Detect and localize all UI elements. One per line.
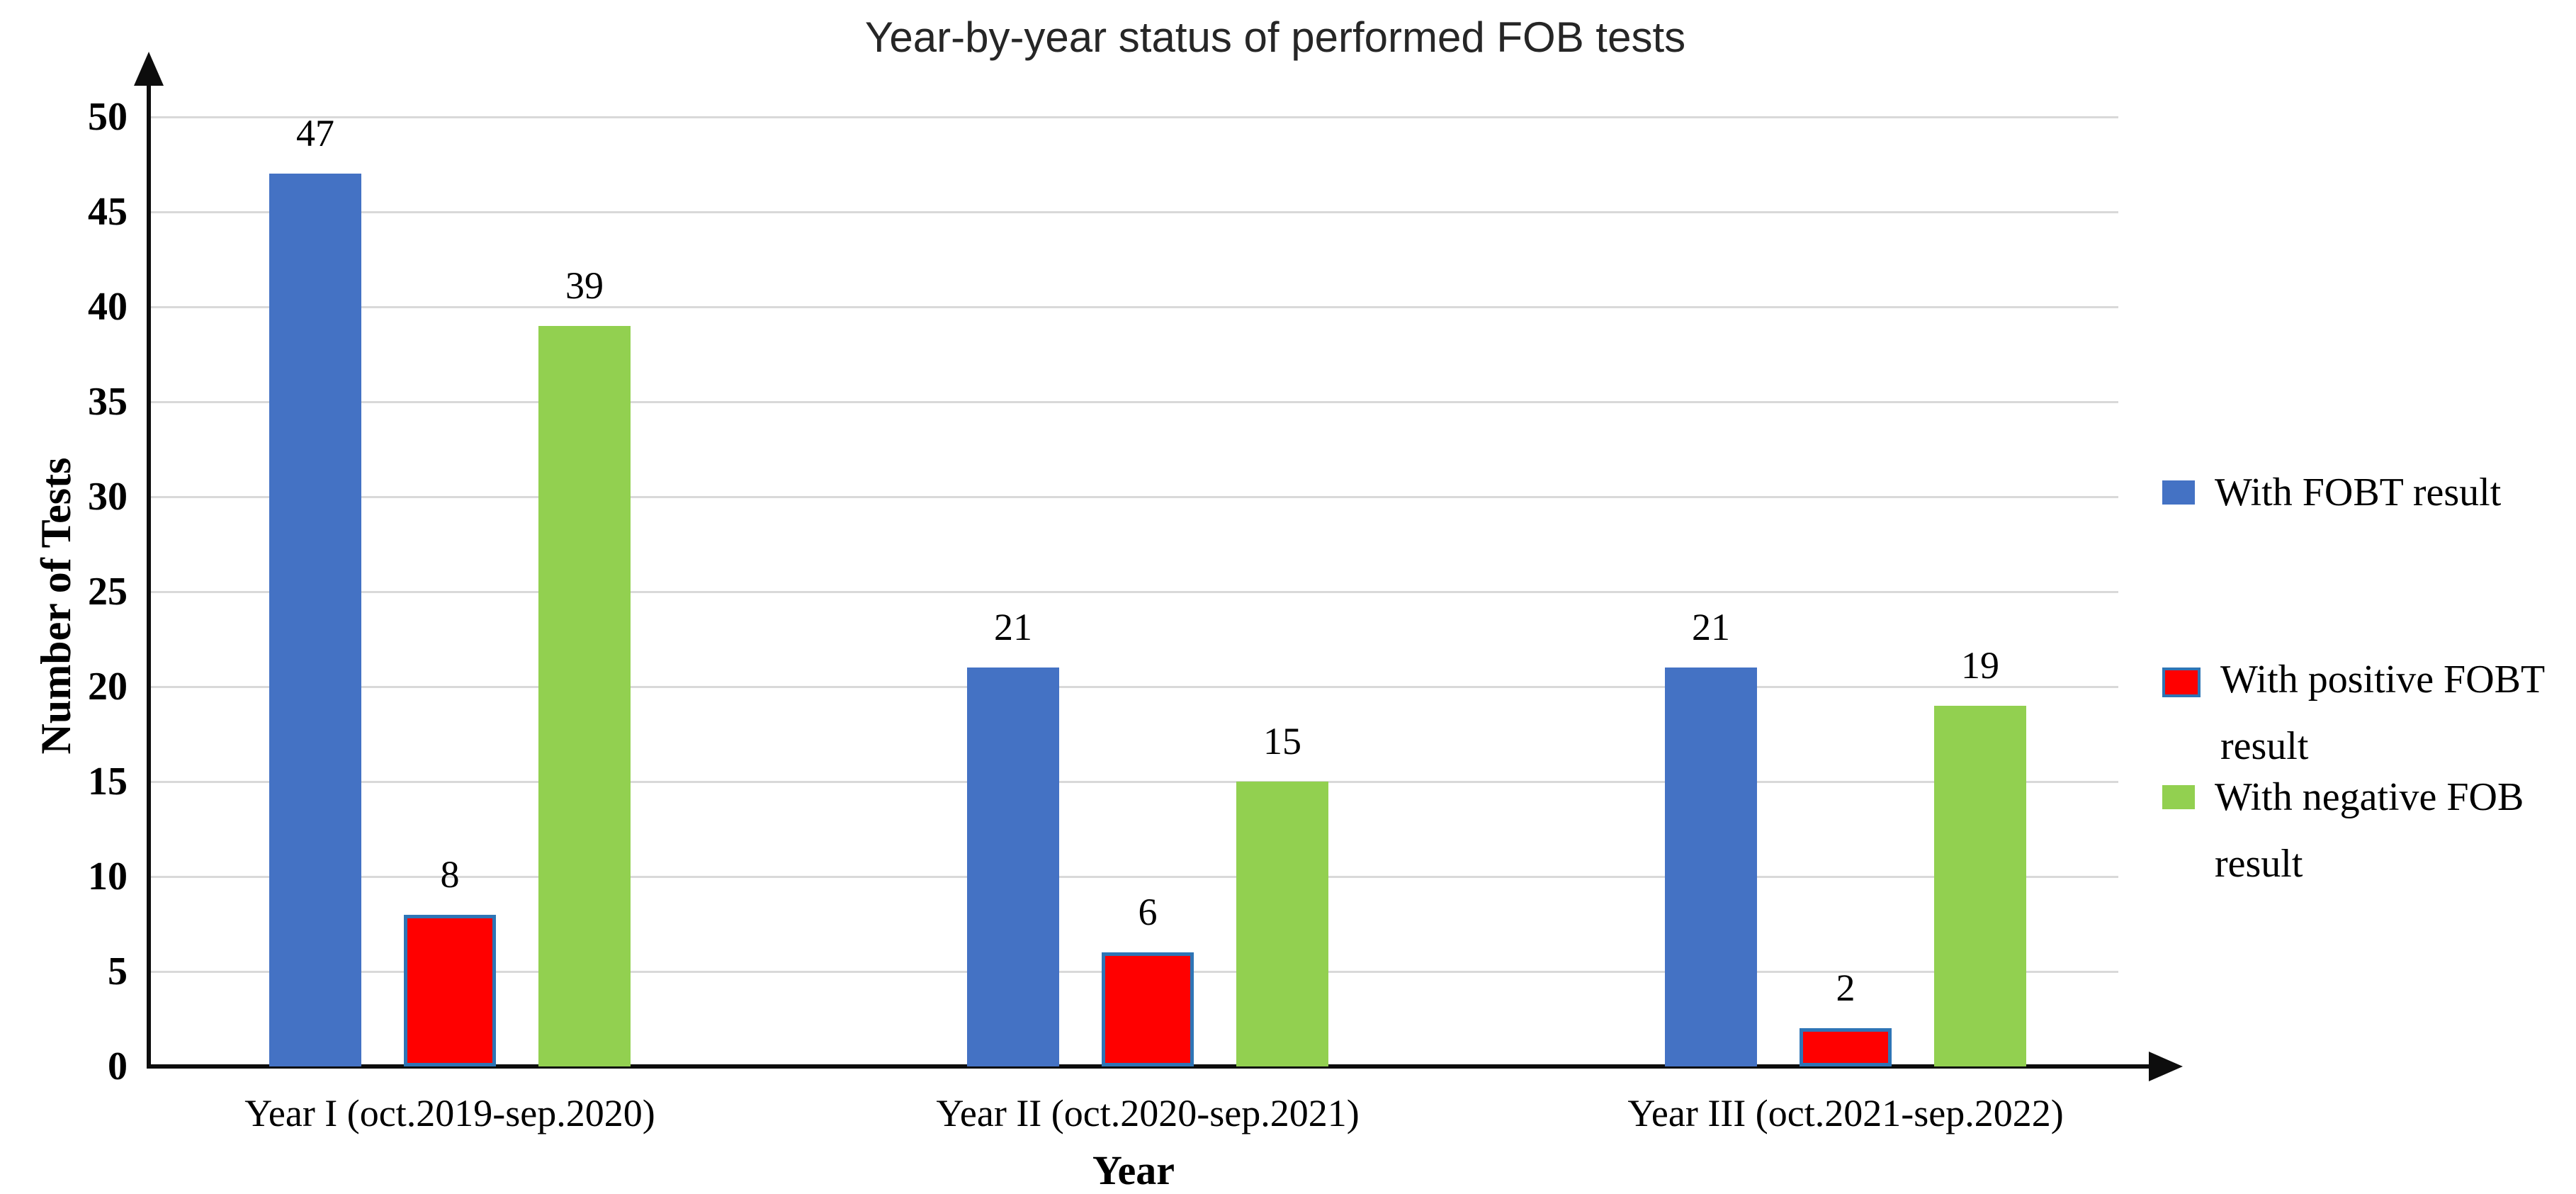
- bar-with-negative-fob-result-2: [1236, 782, 1328, 1066]
- x-axis-arrow-icon: [2149, 1052, 2183, 1081]
- legend-swatch-icon: [2162, 785, 2195, 809]
- y-axis-arrow-icon: [134, 52, 164, 86]
- chart-title: Year-by-year status of performed FOB tes…: [864, 13, 1686, 61]
- y-tick-label: 40: [88, 285, 128, 329]
- y-tick-label: 45: [88, 190, 128, 234]
- bar-value-label: 15: [1263, 720, 1301, 762]
- bar-with-negative-fob-result-1: [538, 326, 631, 1066]
- legend-swatch-icon: [2162, 480, 2195, 505]
- y-tick-label: 20: [88, 665, 128, 709]
- legend-label: With positive FOBT result: [2220, 658, 2545, 768]
- y-axis-line: [147, 81, 151, 1068]
- gridline: [149, 116, 2118, 118]
- gridline: [149, 686, 2118, 688]
- bar-value-label: 19: [1961, 644, 1999, 687]
- plot-area: 47 8 39 21 6 15 21 2 19: [134, 52, 2183, 1081]
- gridline: [149, 401, 2118, 403]
- y-tick-label: 15: [88, 760, 128, 804]
- bar-value-label: 39: [565, 264, 604, 307]
- bar-with-positive-fobt-result-2: [1102, 952, 1194, 1066]
- x-category-label: Year I (oct.2019-sep.2020): [244, 1092, 655, 1134]
- bar-with-positive-fobt-result-3: [1800, 1028, 1892, 1066]
- bar-with-fobt-result-3: [1665, 668, 1757, 1066]
- bar-value-label: 21: [1692, 606, 1730, 648]
- x-axis-line: [147, 1064, 2150, 1069]
- bar-value-label: 8: [440, 853, 460, 896]
- legend-label: With negative FOB result: [2215, 775, 2524, 886]
- gridline: [149, 211, 2118, 213]
- y-tick-label: 10: [88, 855, 128, 899]
- legend-item-with-negative-fob-result: With negative FOB result: [2162, 764, 2569, 897]
- gridline: [149, 496, 2118, 498]
- x-category-label: Year III (oct.2021-sep.2022): [1627, 1092, 2064, 1134]
- gridline: [149, 781, 2118, 783]
- bar-value-label: 47: [296, 112, 334, 154]
- legend-item-with-positive-fobt-result: With positive FOBT result: [2162, 646, 2575, 779]
- gridline: [149, 876, 2118, 878]
- bar-with-negative-fob-result-3: [1934, 706, 2026, 1066]
- bar-value-label: 21: [994, 606, 1032, 648]
- x-axis-title: Year: [1092, 1147, 1175, 1193]
- y-tick-label: 50: [88, 95, 128, 139]
- gridline: [149, 306, 2118, 308]
- x-category-label: Year II (oct.2020-sep.2021): [936, 1092, 1360, 1134]
- y-tick-label: 0: [108, 1044, 128, 1088]
- bar-with-fobt-result-1: [269, 174, 361, 1066]
- y-tick-label: 30: [88, 475, 128, 519]
- legend-item-with-fobt-result: With FOBT result: [2162, 459, 2569, 526]
- legend-label: With FOBT result: [2215, 471, 2502, 514]
- bar-value-label: 2: [1836, 967, 1855, 1009]
- bar-with-positive-fobt-result-1: [404, 915, 496, 1066]
- legend-swatch-icon: [2162, 668, 2201, 697]
- bar-with-fobt-result-2: [967, 668, 1059, 1066]
- y-tick-label: 35: [88, 380, 128, 424]
- y-tick-label: 25: [88, 570, 128, 614]
- bar-value-label: 6: [1138, 891, 1158, 933]
- gridline: [149, 591, 2118, 593]
- y-tick-label: 5: [108, 950, 128, 993]
